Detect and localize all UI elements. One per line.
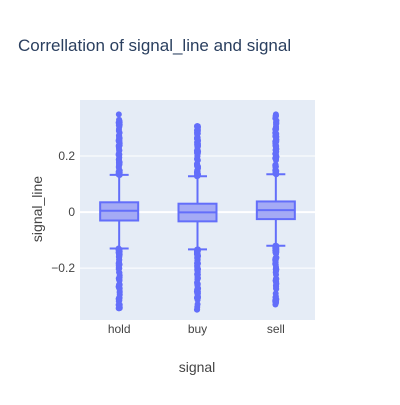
outlier-point[interactable] <box>193 306 200 313</box>
outlier-point[interactable] <box>115 151 122 158</box>
outlier-point[interactable] <box>116 147 123 154</box>
outlier-point[interactable] <box>116 137 123 144</box>
y-tick-label: −0.2 <box>51 261 75 275</box>
x-tick-label: sell <box>267 322 285 336</box>
y-tick-label: 0 <box>68 205 75 219</box>
outlier-point[interactable] <box>116 159 123 166</box>
outlier-point[interactable] <box>116 256 123 263</box>
outlier-point[interactable] <box>116 142 123 149</box>
outlier-point[interactable] <box>194 265 201 272</box>
outlier-point[interactable] <box>272 293 279 300</box>
outlier-point[interactable] <box>272 163 279 170</box>
outlier-point[interactable] <box>116 251 123 258</box>
outlier-point[interactable] <box>273 298 280 305</box>
outlier-point[interactable] <box>116 297 123 304</box>
outlier-point[interactable] <box>116 281 123 288</box>
outlier-point[interactable] <box>272 264 279 271</box>
outlier-point[interactable] <box>194 155 201 162</box>
x-tick-label: hold <box>108 322 131 336</box>
outlier-point[interactable] <box>116 291 123 298</box>
outlier-point[interactable] <box>116 276 123 283</box>
outlier-point[interactable] <box>272 111 279 118</box>
outlier-point[interactable] <box>194 142 201 149</box>
x-axis-title: signal <box>179 359 216 375</box>
outlier-point[interactable] <box>273 131 280 138</box>
outlier-point[interactable] <box>272 259 279 266</box>
outlier-point[interactable] <box>194 289 201 296</box>
outlier-point[interactable] <box>115 111 122 118</box>
x-tick-label: buy <box>188 322 207 336</box>
outlier-point[interactable] <box>273 148 280 155</box>
outlier-point[interactable] <box>116 116 123 123</box>
outlier-point[interactable] <box>116 261 123 268</box>
outlier-point[interactable] <box>272 245 279 252</box>
outlier-point[interactable] <box>194 282 201 289</box>
outlier-point[interactable] <box>194 123 201 130</box>
outlier-point[interactable] <box>194 131 201 138</box>
outlier-point[interactable] <box>273 275 280 282</box>
y-axis-title: signal_line <box>29 176 45 242</box>
outlier-point[interactable] <box>194 274 201 281</box>
plot-area[interactable]: −0.2 0 0.2 hold buy sell <box>51 100 315 336</box>
outlier-point[interactable] <box>273 285 280 292</box>
outlier-point[interactable] <box>272 155 279 162</box>
chart-title: Correllation of signal_line and signal <box>18 36 291 55</box>
outlier-point[interactable] <box>272 126 279 133</box>
outlier-point[interactable] <box>273 138 280 145</box>
outlier-point[interactable] <box>273 121 280 128</box>
outlier-point[interactable] <box>115 122 122 129</box>
outlier-point[interactable] <box>116 269 123 276</box>
outlier-point[interactable] <box>116 301 123 308</box>
y-tick-label: 0.2 <box>58 149 75 163</box>
outlier-point[interactable] <box>194 252 201 259</box>
outlier-point[interactable] <box>194 135 201 142</box>
outlier-point[interactable] <box>272 255 279 262</box>
outlier-point[interactable] <box>194 146 201 153</box>
